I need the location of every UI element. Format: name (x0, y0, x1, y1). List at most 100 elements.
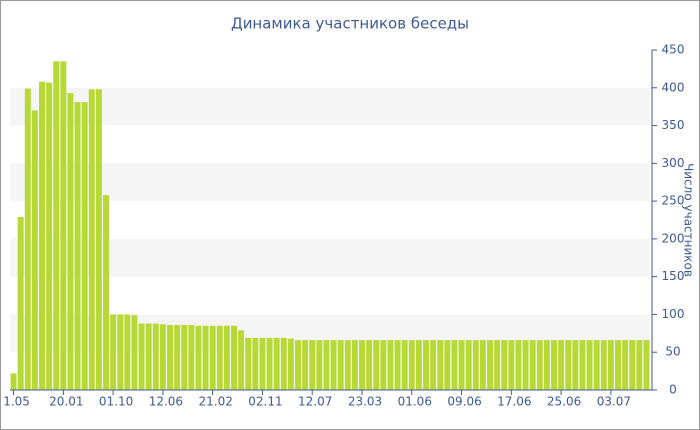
y-tick-label: 150 (662, 269, 685, 283)
grid-band (10, 238, 650, 277)
bar (174, 325, 181, 390)
bar (188, 325, 195, 390)
bar (359, 340, 365, 390)
bar (131, 315, 138, 390)
bar (74, 102, 81, 390)
bar (238, 330, 245, 390)
bar (60, 61, 67, 390)
bar (103, 195, 109, 390)
bar (444, 340, 451, 390)
y-tick-label: 0 (669, 383, 677, 397)
bar (373, 340, 380, 390)
grid-band (10, 87, 650, 126)
bar (24, 88, 31, 391)
bar (138, 323, 145, 390)
bar (67, 93, 74, 391)
bar (501, 340, 508, 390)
bar (46, 82, 53, 390)
bar (323, 340, 330, 390)
bar (195, 325, 202, 390)
x-tick-label: 20.01 (49, 395, 83, 409)
bar (600, 340, 607, 390)
bar (39, 81, 45, 390)
bar (53, 61, 60, 390)
bar (245, 337, 252, 390)
bar (145, 323, 152, 390)
bar (565, 340, 572, 390)
bar (423, 340, 429, 390)
bar (31, 110, 38, 390)
bar (636, 340, 643, 390)
bar (607, 340, 614, 390)
bar (479, 340, 486, 390)
bar (401, 340, 408, 390)
bar (231, 325, 237, 390)
bar (522, 340, 529, 390)
bar (586, 340, 593, 390)
bar (572, 340, 579, 390)
bar (17, 216, 24, 390)
bar (472, 340, 479, 390)
bar (558, 340, 565, 390)
bar (415, 340, 422, 390)
bar (643, 340, 650, 390)
y-tick-label: 250 (662, 194, 685, 208)
bar (309, 340, 316, 390)
bar (167, 325, 173, 390)
bar (351, 340, 358, 390)
grid-band (10, 314, 650, 353)
bar (515, 340, 522, 390)
x-tick-label: 23.03 (348, 395, 382, 409)
bar (529, 340, 536, 390)
x-tick-label: 25.06 (547, 395, 581, 409)
x-tick-label: 03.07 (597, 395, 631, 409)
bar (287, 338, 294, 390)
bar (615, 340, 621, 390)
bar (10, 373, 17, 390)
bar (330, 340, 337, 390)
y-tick-label: 200 (662, 231, 685, 245)
bar (366, 340, 373, 390)
bar (551, 340, 557, 390)
bar (465, 340, 472, 390)
y-tick-label: 400 (662, 80, 685, 94)
x-tick-label: 1.05 (3, 395, 30, 409)
y-tick-label: 350 (662, 118, 685, 132)
bar (159, 324, 166, 390)
y-tick-label: 100 (662, 307, 685, 321)
bar (252, 337, 259, 390)
bar (110, 314, 117, 390)
bar (266, 337, 273, 390)
y-axis-label: Число участников (682, 163, 696, 277)
x-tick-label: 09.06 (447, 395, 481, 409)
bar (88, 89, 95, 391)
bar (316, 340, 323, 390)
bar (487, 340, 493, 390)
bar (437, 340, 444, 390)
x-tick-label: 12.07 (298, 395, 332, 409)
chart-title: Динамика участников беседы (231, 15, 469, 33)
bar (181, 325, 188, 390)
bar (458, 340, 465, 390)
x-tick-label: 21.02 (198, 395, 232, 409)
bar (302, 340, 309, 390)
x-tick-label: 17.06 (497, 395, 531, 409)
bar (629, 340, 636, 390)
x-tick-label: 01.10 (99, 395, 133, 409)
bar (124, 314, 131, 390)
bar (622, 340, 629, 390)
x-tick-label: 01.06 (398, 395, 432, 409)
x-tick-label: 02.11 (248, 395, 282, 409)
bar (223, 325, 230, 390)
bar (543, 340, 550, 390)
bar (344, 340, 351, 390)
bar (579, 340, 586, 390)
bar (273, 337, 280, 390)
bar (216, 325, 223, 390)
bar (593, 340, 600, 390)
bar (202, 325, 209, 390)
y-tick-label: 300 (662, 156, 685, 170)
bar (259, 337, 266, 390)
bar (387, 340, 394, 390)
